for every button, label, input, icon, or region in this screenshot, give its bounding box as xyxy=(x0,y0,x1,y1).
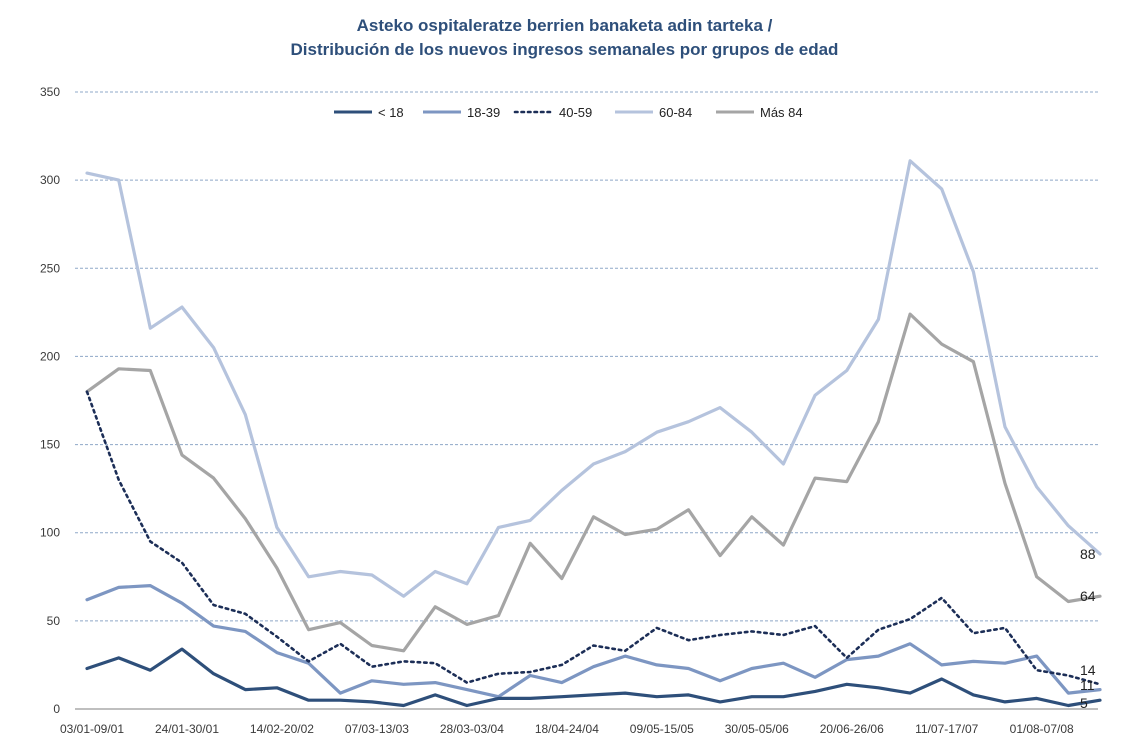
end-value-label: 5 xyxy=(1080,695,1088,711)
chart-title-line-2: Distribución de los nuevos ingresos sema… xyxy=(290,40,839,59)
series-line-18-39 xyxy=(85,583,1102,699)
x-tick-label: 07/03-13/03 xyxy=(345,722,409,736)
x-tick-label: 09/05-15/05 xyxy=(630,722,694,736)
y-tick-label: 150 xyxy=(40,438,60,452)
axes: 0 50 100 150 200 250 300 350 03/01-09/01 24/01-30… xyxy=(40,85,1098,736)
x-tick-label: 24/01-30/01 xyxy=(155,722,219,736)
series-line-40-59 xyxy=(85,390,1102,686)
y-tick-label: 50 xyxy=(47,614,61,628)
series-line-18 xyxy=(85,647,1102,708)
y-tick-label: 0 xyxy=(53,702,60,716)
x-tick-label: 30/05-05/06 xyxy=(725,722,789,736)
legend: < 18 18-39 40-59 60-84 Más 84 xyxy=(334,105,803,120)
chart-title: Asteko ospitaleratze berrien banaketa ad… xyxy=(0,14,1129,62)
y-tick-label: 250 xyxy=(40,261,60,275)
series-line-m-s-84 xyxy=(85,312,1102,653)
x-tick-label: 20/06-26/06 xyxy=(820,722,884,736)
gridlines xyxy=(75,91,1098,622)
y-tick-label: 100 xyxy=(40,526,60,540)
end-value-label: 88 xyxy=(1080,546,1096,562)
x-tick-label: 11/07-17/07 xyxy=(915,722,978,736)
legend-label: < 18 xyxy=(378,105,404,120)
x-tick-label: 18/04-24/04 xyxy=(535,722,599,736)
y-tick-label: 300 xyxy=(40,173,60,187)
y-tick-label: 200 xyxy=(40,349,60,363)
x-tick-label: 28/03-03/04 xyxy=(440,722,504,736)
x-tick-label: 01/08-07/08 xyxy=(1010,722,1074,736)
x-tick-label: 03/01-09/01 xyxy=(60,722,124,736)
legend-label: 40-59 xyxy=(559,105,592,120)
end-value-label: 64 xyxy=(1080,588,1096,604)
series-line-60-84 xyxy=(85,159,1102,598)
legend-label: 60-84 xyxy=(659,105,692,120)
x-tick-label: 14/02-20/02 xyxy=(250,722,314,736)
end-value-label: 11 xyxy=(1080,677,1095,693)
end-value-label: 14 xyxy=(1080,662,1096,678)
legend-label: Más 84 xyxy=(760,105,803,120)
y-tick-label: 350 xyxy=(40,85,60,99)
legend-label: 18-39 xyxy=(467,105,500,120)
chart-title-line-1: Asteko ospitaleratze berrien banaketa ad… xyxy=(356,16,773,35)
series-lines xyxy=(85,159,1102,708)
